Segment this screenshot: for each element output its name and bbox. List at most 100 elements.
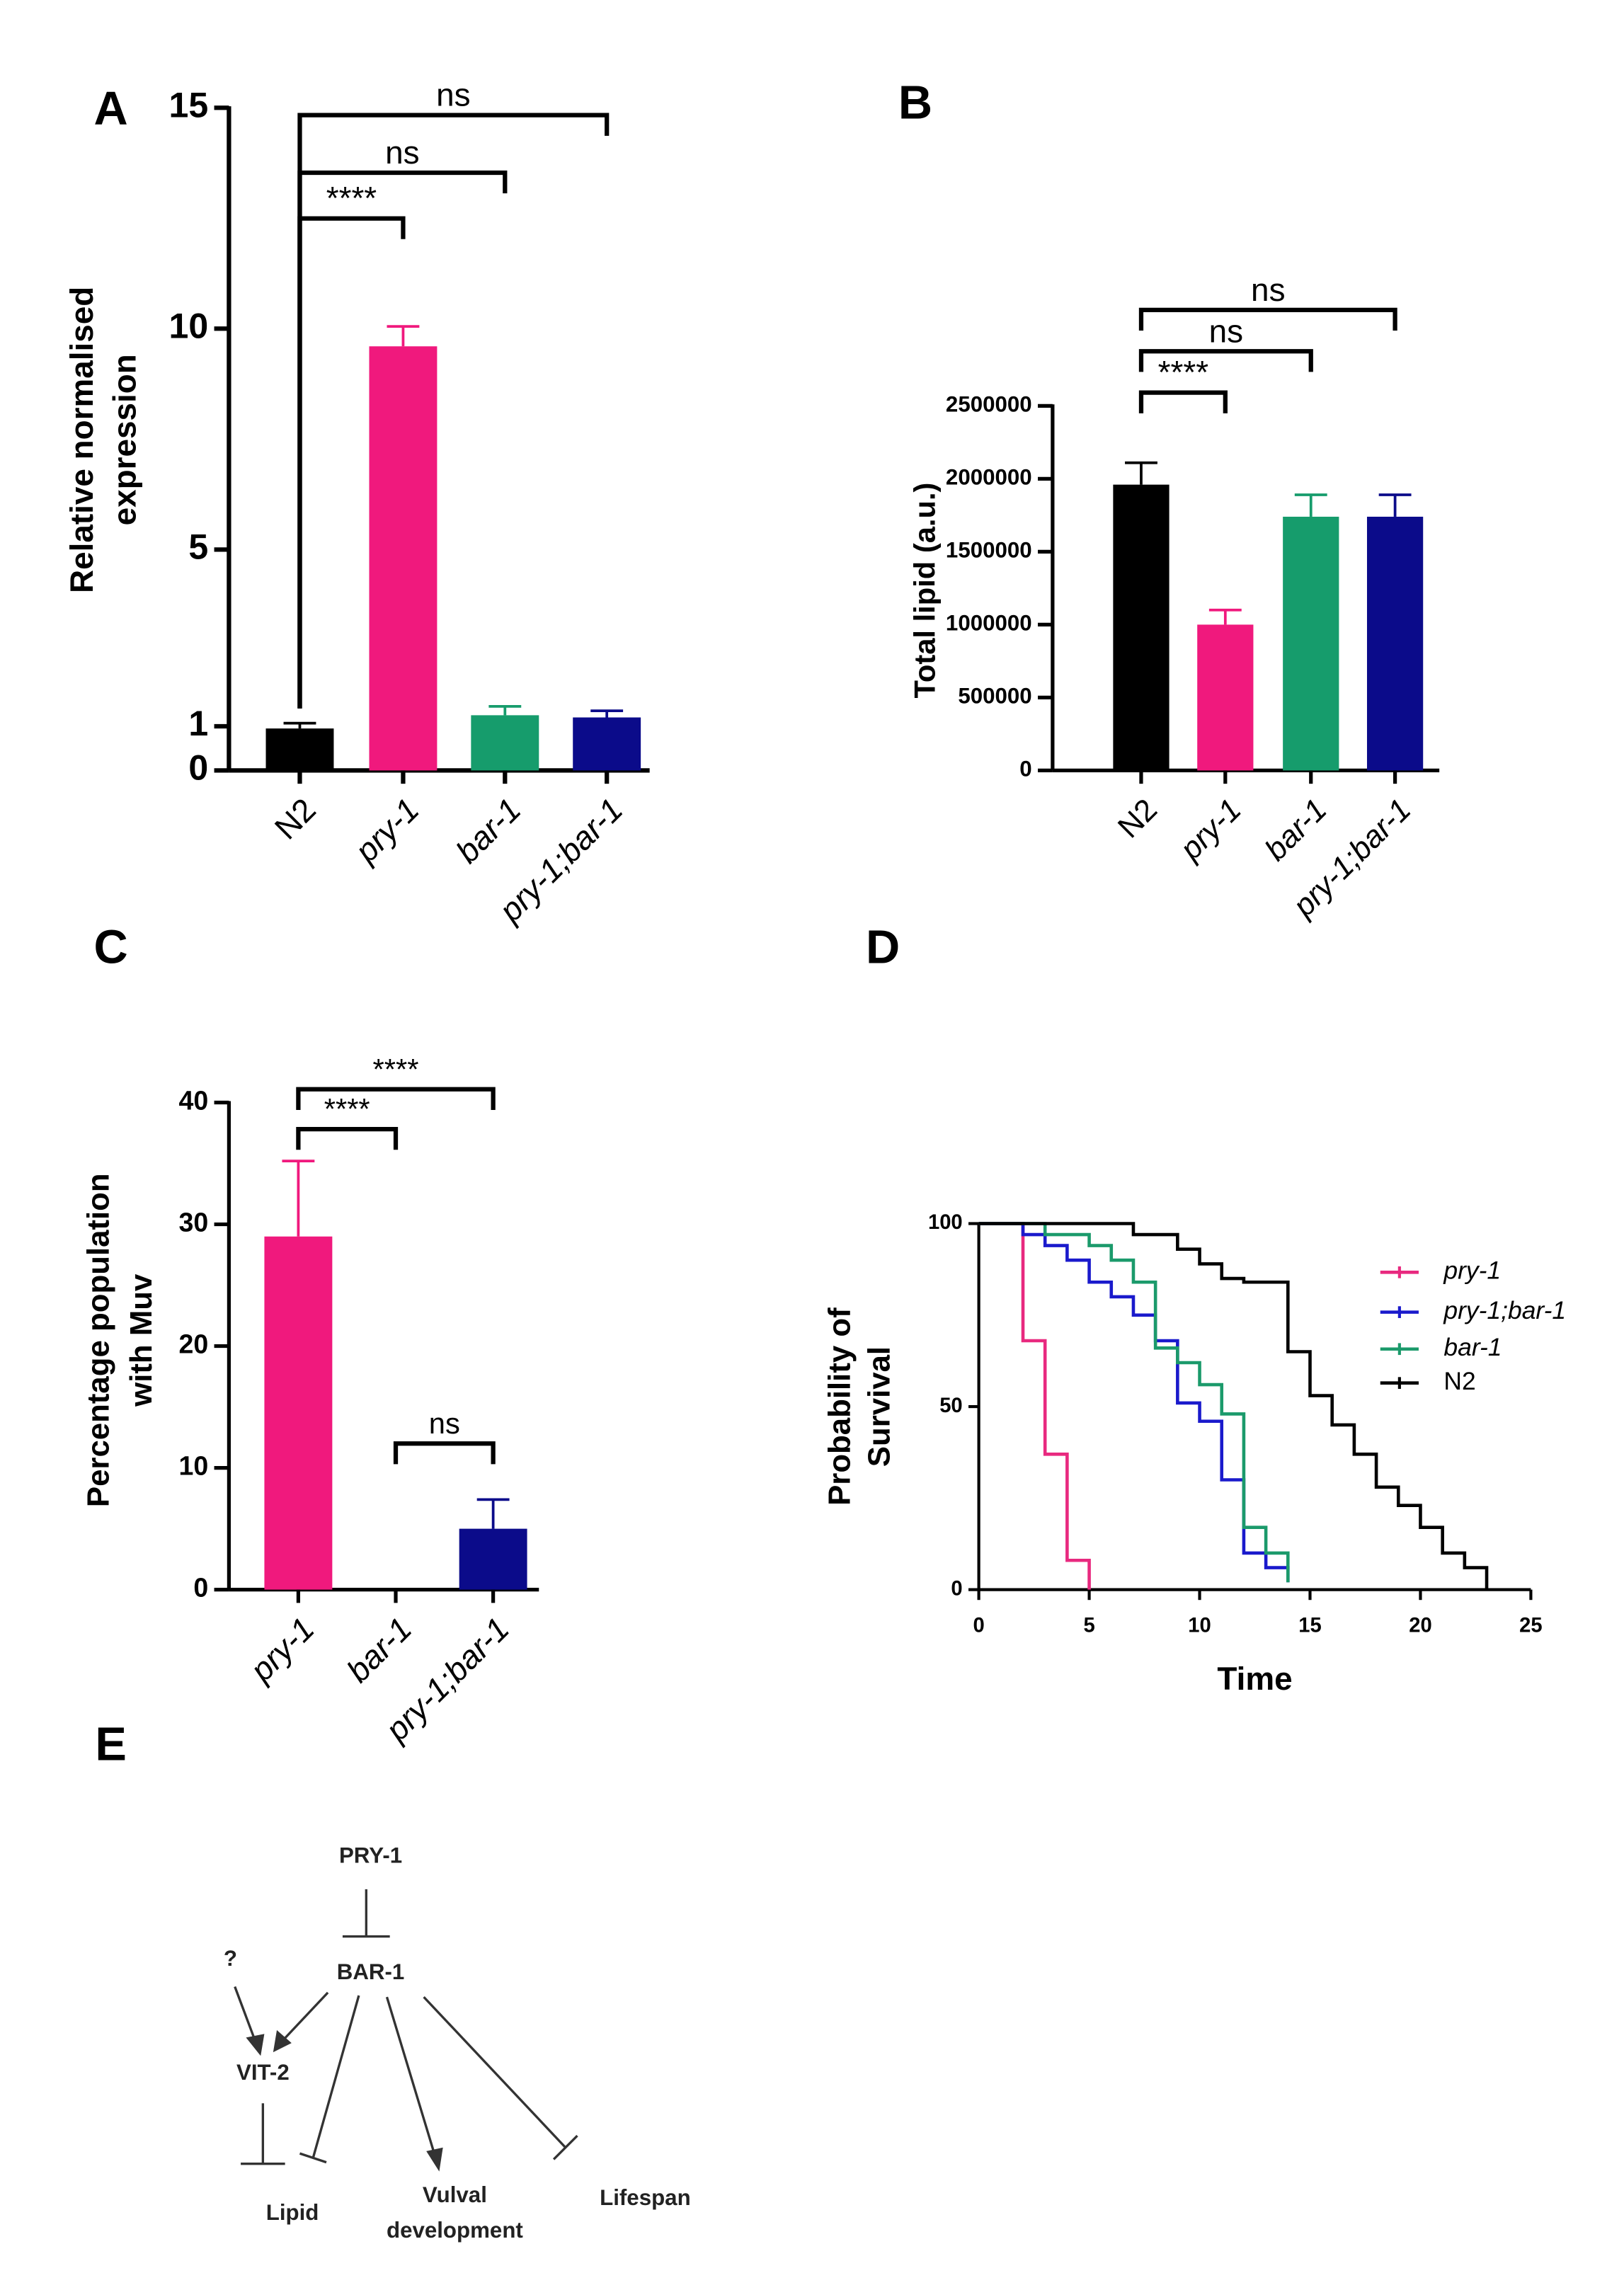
inhibit-bar [299, 2152, 327, 2164]
y-tick-label: 0 [188, 748, 208, 788]
diagram-node: VIT-2 [236, 2060, 290, 2085]
significance-bracket [296, 1087, 496, 1110]
x-tick-label: 15 [1298, 1614, 1321, 1637]
bar [1113, 484, 1170, 771]
x-tick-label: pry-1 [347, 791, 426, 870]
legend-label: N2 [1443, 1367, 1475, 1395]
bar [1366, 516, 1424, 771]
y-tick-label: 0 [1019, 757, 1031, 781]
arrow-head [246, 2034, 265, 2056]
y-axis-label: expression [106, 354, 143, 525]
panel-label: E [95, 1718, 127, 1770]
error-bar [283, 721, 316, 729]
bar [1283, 516, 1339, 771]
significance-bracket [297, 113, 610, 709]
y-tick-label: 1 [188, 704, 208, 743]
significance-label: ns [1251, 271, 1285, 308]
x-tick-label: 0 [973, 1614, 984, 1637]
bar [471, 715, 539, 771]
y-tick-label: 10 [178, 1451, 208, 1481]
x-tick-label: 20 [1409, 1614, 1431, 1637]
error-bar [1294, 493, 1327, 517]
arrow-head [426, 2147, 443, 2172]
bar [573, 717, 641, 771]
significance-bracket [1138, 390, 1228, 413]
y-axis-label: Survival [862, 1346, 897, 1467]
legend-label: bar-1 [1443, 1333, 1502, 1361]
panel-label: D [866, 921, 900, 973]
arrow-edge [234, 1986, 258, 2046]
inhibit-bar [552, 2134, 578, 2160]
x-tick-label: pry-1 [1172, 792, 1248, 868]
x-tick-label: bar-1 [339, 1610, 418, 1690]
error-bar [387, 325, 420, 347]
x-axis-label: Time [1217, 1660, 1292, 1697]
error-bar [590, 709, 624, 718]
y-tick-label: 2500000 [946, 392, 1032, 417]
diagram-node: Lifespan [600, 2185, 691, 2210]
significance-label: **** [1158, 354, 1209, 391]
x-tick-label: 25 [1519, 1614, 1542, 1637]
bar [1197, 624, 1254, 771]
y-tick-label: 0 [193, 1573, 208, 1603]
diagram-node: BAR-1 [337, 1959, 405, 1984]
bar [265, 728, 334, 771]
error-bar [476, 1498, 510, 1529]
legend-label: pry-1;bar-1 [1443, 1296, 1566, 1324]
diagram-node: ? [224, 1946, 237, 1971]
diagram-node: development [387, 2218, 523, 2243]
y-tick-label: 40 [178, 1085, 208, 1115]
diagram-node: Vulval [423, 2182, 487, 2207]
bar [264, 1236, 333, 1590]
error-bar [1378, 493, 1412, 517]
series-line [978, 1222, 1489, 1590]
significance-bracket [296, 1126, 399, 1150]
series-line [978, 1222, 1091, 1590]
legend-label: pry-1 [1443, 1256, 1501, 1285]
y-tick-label: 10 [169, 306, 209, 345]
inhibit-edge [311, 1995, 360, 2158]
y-tick-label: 30 [178, 1207, 208, 1237]
arrow-head [273, 2029, 292, 2053]
inhibit-edge [423, 1996, 567, 2148]
bar [459, 1528, 527, 1590]
significance-label: **** [326, 180, 377, 217]
y-tick-label: 1000000 [946, 611, 1032, 636]
error-bar [1125, 461, 1157, 485]
y-axis-label: Total lipid (a.u.) [908, 483, 942, 699]
y-axis-label: Relative normalised [63, 287, 100, 593]
significance-label: **** [373, 1053, 419, 1086]
panel-label: A [94, 83, 128, 135]
x-tick-label: N2 [268, 791, 323, 846]
significance-bracket [393, 1441, 496, 1465]
y-tick-label: 2000000 [946, 465, 1032, 490]
significance-label: ns [429, 1407, 460, 1440]
significance-label: ns [1209, 312, 1243, 349]
significance-label: ns [436, 76, 470, 113]
arrow-edge [385, 1996, 437, 2158]
panel-label: C [94, 921, 128, 973]
diagram-edges [234, 1889, 578, 2172]
x-tick-label: 5 [1083, 1614, 1094, 1637]
arrow-edge [280, 1991, 329, 2044]
y-tick-label: 100 [928, 1211, 963, 1234]
y-tick-label: 1500000 [946, 538, 1032, 563]
y-axis-label: Probability of [822, 1307, 857, 1506]
y-tick-label: 5 [188, 527, 208, 567]
y-tick-label: 500000 [958, 684, 1031, 709]
error-bar [1208, 608, 1242, 625]
significance-label: **** [324, 1092, 370, 1126]
significance-bracket [1138, 307, 1397, 331]
y-axis-label: with Muv [124, 1273, 159, 1407]
diagram-node: PRY-1 [339, 1843, 402, 1867]
y-tick-label: 0 [951, 1577, 962, 1600]
bar [369, 346, 438, 771]
y-axis-label: Percentage population [81, 1173, 116, 1507]
x-tick-label: bar-1 [449, 791, 528, 870]
x-tick-label: N2 [1111, 792, 1164, 844]
y-tick-label: 50 [939, 1395, 962, 1417]
x-tick-label: 10 [1188, 1614, 1211, 1637]
x-tick-label: pry-1 [242, 1610, 321, 1690]
